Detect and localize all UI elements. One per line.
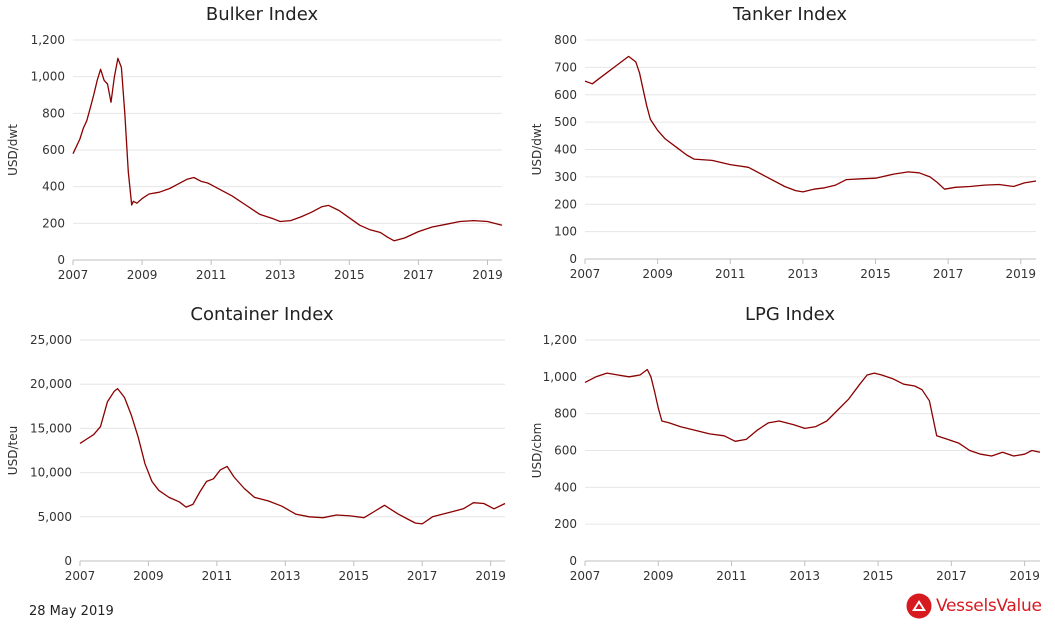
y-tick-label: 0 — [57, 253, 65, 267]
x-tick-label: 2017 — [936, 569, 967, 583]
y-tick-label: 15,000 — [30, 421, 72, 435]
y-tick-label: 600 — [554, 88, 577, 102]
x-tick-label: 2013 — [265, 268, 296, 282]
x-tick-label: 2007 — [58, 268, 89, 282]
y-tick-label: 1,200 — [31, 33, 65, 47]
brand-name: VesselsValue — [936, 596, 1042, 616]
y-tick-label: 0 — [64, 554, 72, 568]
chart-title: Tanker Index — [732, 4, 847, 25]
chart-title: Bulker Index — [206, 4, 319, 25]
y-tick-label: 0 — [569, 252, 577, 266]
x-tick-label: 2017 — [933, 267, 964, 281]
y-tick-label: 600 — [554, 444, 577, 458]
x-tick-label: 2009 — [127, 268, 158, 282]
series-line — [584, 368, 1041, 457]
x-tick-label: 2011 — [715, 267, 746, 281]
y-tick-label: 800 — [554, 407, 577, 421]
x-tick-label: 2019 — [475, 569, 506, 583]
y-axis-label: USD/cbm — [530, 423, 544, 479]
y-tick-label: 0 — [569, 554, 577, 568]
x-tick-label: 2017 — [403, 268, 434, 282]
x-tick-label: 2007 — [65, 569, 96, 583]
x-tick-label: 2007 — [570, 569, 601, 583]
lpg-index-chart: 0 200 400 600 800 1,000 1,200 2007 2009 2011 2013 2… — [530, 304, 1041, 583]
y-tick-label: 10,000 — [30, 466, 72, 480]
x-tick-label: 2011 — [202, 569, 233, 583]
container-index-chart: 0 5,000 10,000 15,000 20,000 25,000 2007 2009 20… — [6, 304, 506, 583]
y-tick-label: 1,000 — [543, 370, 577, 384]
x-tick-label: 2009 — [133, 569, 164, 583]
series-line — [584, 55, 1037, 193]
y-tick-label: 200 — [554, 517, 577, 531]
y-tick-label: 600 — [42, 143, 65, 157]
y-tick-label: 400 — [554, 480, 577, 494]
footer-date: 28 May 2019 — [29, 604, 114, 619]
x-tick-label: 2009 — [642, 267, 673, 281]
y-axis-label: USD/dwt — [530, 123, 544, 175]
y-tick-label: 500 — [554, 115, 577, 129]
y-tick-label: 1,200 — [543, 333, 577, 347]
vesselsvalue-logo-icon — [906, 593, 932, 619]
series-line — [79, 387, 506, 525]
x-tick-label: 2019 — [1005, 267, 1036, 281]
x-tick-label: 2011 — [716, 569, 747, 583]
chart-title: Container Index — [190, 304, 334, 325]
y-tick-label: 400 — [554, 143, 577, 157]
x-tick-label: 2017 — [407, 569, 438, 583]
x-tick-label: 2015 — [338, 569, 369, 583]
y-tick-label: 20,000 — [30, 377, 72, 391]
y-tick-label: 1,000 — [31, 70, 65, 84]
series-line — [72, 57, 503, 242]
y-axis-label: USD/dwt — [6, 124, 20, 176]
y-tick-label: 300 — [554, 170, 577, 184]
x-tick-label: 2011 — [196, 268, 227, 282]
y-tick-label: 400 — [42, 180, 65, 194]
x-tick-label: 2009 — [643, 569, 674, 583]
y-tick-label: 25,000 — [30, 333, 72, 347]
x-tick-label: 2013 — [788, 267, 819, 281]
x-tick-label: 2015 — [334, 268, 365, 282]
chart-title: LPG Index — [745, 304, 835, 325]
brand-logo[interactable]: VesselsValue — [906, 592, 1042, 620]
x-tick-label: 2015 — [863, 569, 894, 583]
y-tick-label: 200 — [42, 216, 65, 230]
y-tick-label: 5,000 — [38, 510, 72, 524]
x-tick-label: 2019 — [472, 268, 503, 282]
x-tick-label: 2013 — [270, 569, 301, 583]
bulker-index-chart: 0 200 400 600 800 1,000 1,200 2007 2009 2011 2013 2… — [6, 4, 503, 282]
tanker-index-chart: 0 100 200 300 400 500 600 700 800 2007 2009 2011 201… — [530, 4, 1037, 281]
x-tick-label: 2007 — [570, 267, 601, 281]
x-tick-label: 2019 — [1009, 569, 1040, 583]
y-tick-label: 200 — [554, 197, 577, 211]
x-tick-label: 2013 — [790, 569, 821, 583]
y-tick-label: 800 — [554, 33, 577, 47]
y-tick-label: 100 — [554, 225, 577, 239]
y-tick-label: 700 — [554, 60, 577, 74]
y-tick-label: 800 — [42, 106, 65, 120]
x-tick-label: 2015 — [860, 267, 891, 281]
y-axis-label: USD/teu — [6, 426, 20, 475]
